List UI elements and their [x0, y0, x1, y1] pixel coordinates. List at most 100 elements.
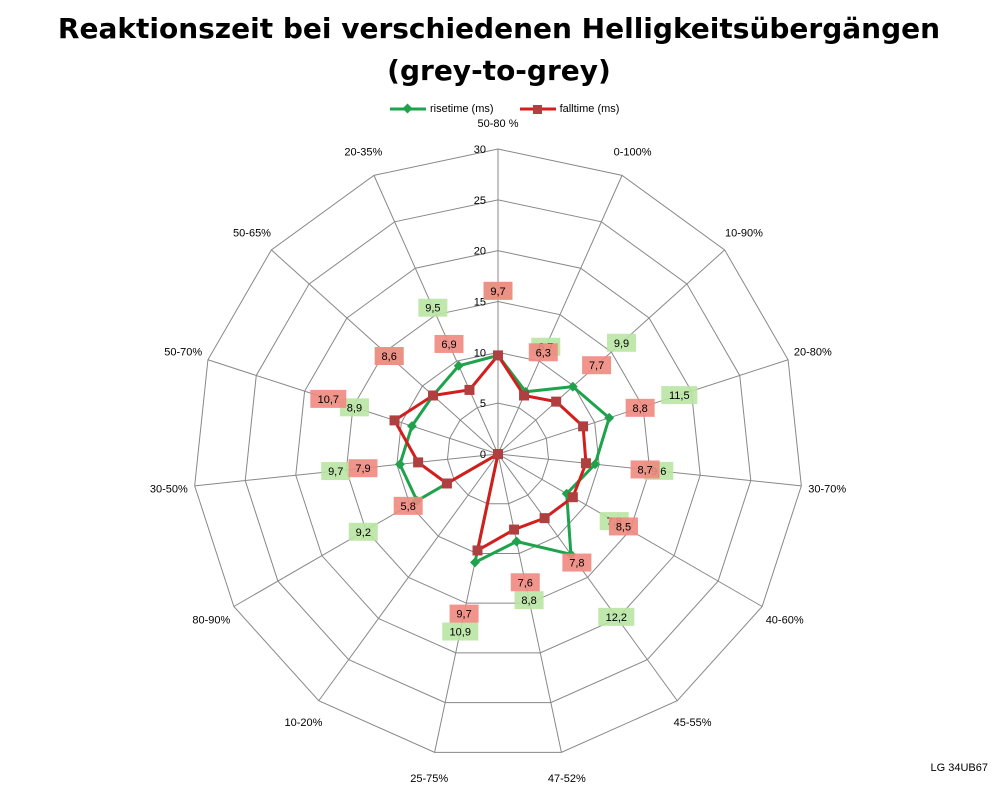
falltime-point — [567, 492, 578, 503]
risetime-data-label-bg — [661, 386, 698, 405]
falltime-point — [539, 513, 550, 524]
grid-ring — [446, 402, 550, 505]
falltime-data-label: 6,3 — [536, 347, 551, 359]
falltime-data-label: 10,7 — [318, 394, 339, 406]
risetime-data-label-bg — [442, 622, 479, 641]
falltime-data-label: 9,7 — [456, 609, 471, 621]
falltime-data-label: 7,6 — [518, 577, 533, 589]
radial-tick-label: 5 — [480, 398, 486, 410]
falltime-data-label-bg — [483, 281, 513, 300]
legend: risetime (ms) falltime (ms) — [390, 100, 645, 118]
legend-label-falltime: falltime (ms) — [559, 103, 620, 115]
falltime-data-label-bg — [528, 343, 558, 362]
falltime-data-label: 8,8 — [632, 403, 647, 415]
risetime-data-label-bg — [607, 333, 637, 352]
chart-title: Reaktionszeit bei verschiedenen Helligke… — [0, 8, 998, 92]
category-label: 30-50% — [150, 484, 188, 496]
legend-item-falltime: falltime (ms) — [519, 103, 620, 115]
falltime-data-label: 7,7 — [589, 360, 604, 372]
category-label: 47-52% — [548, 773, 586, 785]
risetime-point — [394, 459, 405, 470]
falltime-data-label: 8,6 — [382, 351, 397, 363]
falltime-data-label-bg — [348, 459, 378, 478]
risetime-point — [406, 421, 417, 431]
falltime-point — [551, 396, 562, 407]
risetime-point — [604, 412, 615, 423]
falltime-point — [389, 415, 400, 426]
risetime-data-label: 8,9 — [347, 402, 362, 414]
risetime-point — [470, 557, 480, 568]
category-label: 0-100% — [614, 147, 652, 159]
radial-tick-label: 30 — [474, 144, 486, 156]
risetime-data-label-bg — [514, 591, 544, 610]
risetime-line — [398, 353, 611, 564]
risetime-data-label-bg — [339, 398, 369, 417]
risetime-data-label: 8,8 — [521, 595, 536, 607]
grid-ring — [194, 148, 802, 753]
risetime-data-label-bg — [598, 607, 635, 626]
grid-spoke — [497, 453, 678, 702]
falltime-point — [493, 449, 503, 459]
risetime-data-label-bg — [321, 462, 351, 481]
falltime-data-label: 7,8 — [569, 558, 584, 570]
falltime-data-label: 9,7 — [490, 286, 505, 298]
category-label: 10-20% — [284, 717, 322, 729]
falltime-data-label-bg — [608, 517, 638, 536]
falltime-point — [441, 478, 452, 489]
risetime-data-label: 11,5 — [669, 390, 690, 402]
falltime-point — [578, 421, 589, 432]
falltime-data-label-bg — [310, 389, 347, 408]
risetime-data-label: 9,7 — [328, 466, 343, 478]
radial-tick-label: 20 — [474, 246, 486, 258]
category-label: 20-35% — [344, 147, 382, 159]
falltime-data-label: 8,5 — [616, 521, 631, 533]
falltime-legend-marker — [519, 105, 556, 114]
falltime-data-label-bg — [449, 604, 479, 623]
risetime-point — [567, 381, 578, 392]
risetime-data-label: 9,2 — [356, 527, 371, 539]
radial-tick-label: 10 — [474, 347, 486, 359]
falltime-data-label-bg — [630, 460, 660, 479]
category-label: 45-55% — [674, 717, 712, 729]
grid-ring — [396, 351, 600, 554]
category-label: 80-90% — [192, 615, 230, 627]
category-label: 50-65% — [233, 228, 271, 240]
falltime-data-label-bg — [374, 347, 404, 366]
category-label: 30-70% — [808, 484, 846, 496]
grid-ring — [244, 199, 752, 704]
grid-ring — [345, 300, 651, 604]
footer-label: LG 34UB67 — [930, 762, 988, 774]
risetime-data-label: 10,9 — [450, 627, 471, 639]
falltime-line — [393, 353, 588, 552]
radial-tick-label: 0 — [480, 449, 486, 461]
category-label: 20-80% — [794, 347, 832, 359]
grid-spoke — [497, 175, 623, 455]
falltime-data-label-bg — [510, 573, 540, 592]
falltime-data-label: 7,9 — [355, 463, 370, 475]
falltime-point — [472, 545, 483, 556]
risetime-data-label-bg — [348, 522, 378, 541]
falltime-data-label: 6,9 — [441, 339, 456, 351]
legend-label-risetime: risetime (ms) — [430, 103, 494, 115]
falltime-data-label-bg — [434, 334, 464, 353]
category-label: 50-70% — [164, 347, 202, 359]
falltime-point — [519, 390, 530, 401]
legend-item-risetime: risetime (ms) — [390, 103, 494, 115]
falltime-data-label-bg — [562, 553, 592, 572]
risetime-point — [511, 536, 522, 547]
risetime-point — [590, 459, 601, 470]
falltime-point — [413, 457, 424, 468]
risetime-data-label: 9,5 — [425, 303, 440, 315]
falltime-point — [428, 390, 439, 401]
falltime-point — [509, 524, 520, 535]
falltime-point — [493, 350, 503, 361]
radial-tick-label: 15 — [474, 297, 486, 309]
category-label: 50-80 % — [478, 118, 519, 130]
falltime-data-label-bg — [393, 496, 423, 515]
falltime-data-label: 5,8 — [401, 501, 416, 513]
risetime-legend-marker — [390, 103, 426, 114]
risetime-data-label: 9,9 — [614, 338, 629, 350]
falltime-data-label: 8,7 — [637, 464, 652, 476]
falltime-point — [580, 458, 591, 469]
